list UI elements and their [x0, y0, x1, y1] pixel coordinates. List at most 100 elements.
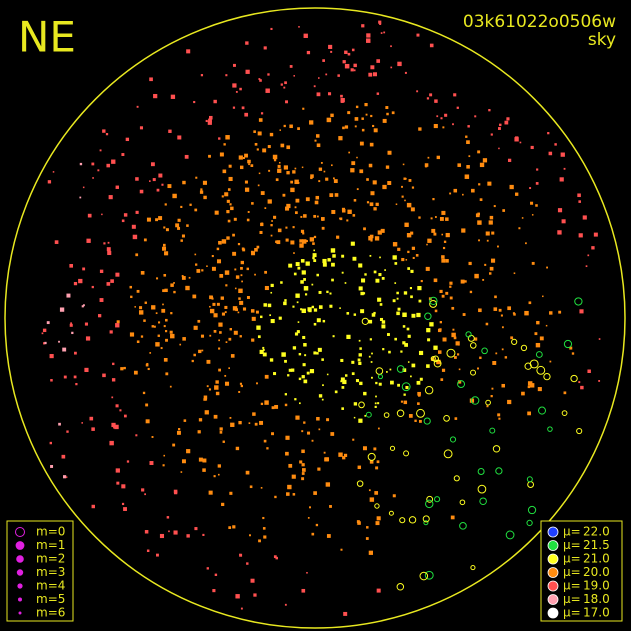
star	[303, 343, 307, 347]
star	[396, 297, 399, 300]
star	[434, 496, 441, 503]
star	[390, 380, 394, 385]
star	[278, 316, 282, 320]
star	[194, 208, 198, 212]
star	[512, 312, 516, 315]
star	[141, 488, 145, 492]
star	[172, 443, 176, 447]
star	[369, 234, 374, 239]
star	[223, 143, 226, 146]
star	[351, 372, 355, 376]
star	[226, 210, 230, 214]
star	[273, 215, 277, 219]
star	[212, 589, 216, 593]
star	[165, 228, 169, 232]
star	[359, 381, 363, 386]
star	[399, 517, 406, 524]
star	[434, 309, 438, 313]
star	[531, 261, 535, 265]
star	[513, 313, 516, 316]
star	[230, 422, 235, 427]
star	[195, 176, 198, 179]
star	[446, 348, 456, 358]
star	[449, 296, 453, 300]
star	[199, 190, 204, 194]
star	[340, 98, 345, 103]
star	[205, 399, 208, 401]
star	[546, 266, 549, 269]
star	[442, 337, 447, 342]
star	[170, 312, 173, 315]
mode-label: sky	[588, 30, 616, 50]
star	[129, 332, 135, 337]
star	[454, 356, 457, 359]
star	[215, 391, 220, 396]
star	[264, 400, 269, 405]
star	[510, 336, 514, 340]
star	[460, 279, 465, 284]
star	[284, 403, 288, 407]
star	[298, 377, 302, 381]
star	[365, 411, 372, 418]
star	[246, 562, 249, 565]
star	[332, 254, 336, 258]
star	[323, 170, 326, 173]
star	[443, 449, 453, 459]
star	[260, 487, 263, 489]
star	[176, 430, 181, 435]
star	[225, 284, 228, 287]
star	[527, 505, 537, 515]
star	[376, 92, 380, 95]
star	[106, 163, 110, 168]
star	[204, 410, 209, 415]
star	[582, 215, 587, 220]
star	[271, 432, 274, 436]
star	[99, 149, 102, 152]
star	[432, 355, 439, 363]
star	[418, 127, 422, 131]
star	[303, 278, 306, 281]
star	[270, 27, 273, 31]
star	[410, 295, 413, 299]
star	[287, 374, 290, 377]
star	[474, 273, 479, 279]
star	[598, 338, 601, 340]
star	[528, 301, 532, 305]
star	[416, 312, 421, 318]
star	[343, 611, 348, 616]
star	[329, 292, 332, 295]
star	[488, 220, 493, 225]
star	[375, 278, 380, 283]
star	[112, 362, 115, 366]
star	[159, 533, 165, 539]
star	[227, 188, 231, 191]
star	[286, 203, 291, 209]
star	[132, 234, 138, 240]
star	[535, 342, 541, 348]
star	[241, 280, 243, 283]
star	[293, 252, 295, 254]
star	[381, 324, 386, 329]
star	[146, 362, 149, 365]
star	[445, 259, 449, 263]
star	[308, 308, 312, 313]
star	[489, 215, 494, 220]
star	[239, 382, 243, 385]
star	[145, 403, 149, 407]
star	[321, 398, 324, 401]
star	[108, 195, 113, 200]
star	[219, 273, 224, 278]
star	[315, 195, 320, 200]
star	[258, 78, 261, 80]
star	[488, 109, 491, 112]
star	[200, 334, 205, 338]
star	[181, 459, 186, 464]
star	[239, 335, 242, 338]
star	[253, 593, 257, 597]
star	[386, 371, 388, 373]
star	[375, 395, 377, 398]
star	[216, 259, 222, 264]
star	[339, 307, 341, 309]
star	[294, 398, 297, 401]
star	[146, 217, 151, 222]
